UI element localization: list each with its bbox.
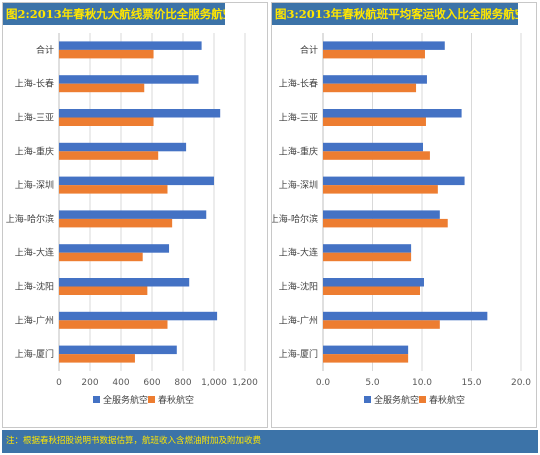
chart1-category-label: 上海-沈阳 (279, 281, 318, 293)
right-bar-chart: 0.0 5.0 10.0 15.0 20.0 合计上海-长春上海-三亚上海-重庆上海-深圳… (272, 33, 531, 406)
chart0-bar-full-service (59, 176, 214, 186)
chart0-bar-spring-airlines (59, 185, 168, 194)
chart0-bar-full-service (59, 41, 202, 50)
chart1-category-label: 上海-广州 (279, 314, 318, 326)
chart0-category-label: 上海-重庆 (15, 145, 54, 157)
chart0-bar-full-service (59, 311, 218, 321)
chart0-bar-spring-airlines (59, 49, 154, 59)
chart0-bar-spring-airlines (59, 286, 148, 295)
chart0-bar-full-service (59, 244, 170, 253)
chart1-bar-spring-airlines (323, 83, 417, 93)
chart0-x-tick-label: 800 (174, 378, 191, 388)
chart0-category-label: 上海-大连 (15, 247, 54, 259)
chart0-bar-spring-airlines (59, 117, 154, 126)
left-chart-panel: 图2:2013年春秋九大航线票价比全服务航空低34% 0 200 400 600 800… (2, 2, 268, 428)
chart0-x-tick-label: 200 (81, 378, 98, 388)
chart1-category-label: 上海-厦门 (279, 348, 318, 360)
chart0-bar-full-service (59, 142, 187, 152)
chart0-category-label: 上海-哈尔滨 (6, 213, 54, 225)
chart0-category-label: 上海-三亚 (15, 112, 54, 124)
chart0-bar-full-service (59, 345, 177, 355)
chart0-bar-spring-airlines (59, 252, 143, 262)
chart0-category-label: 上海-厦门 (15, 348, 54, 360)
left-chart-title: 图2:2013年春秋九大航线票价比全服务航空低34% (3, 3, 225, 25)
chart1-x-tick-label: 0.0 (316, 378, 331, 388)
chart0-x-tick-label: 1,200 (232, 378, 258, 388)
chart0-bar-spring-airlines (59, 354, 135, 363)
chart0-bar-full-service (59, 109, 221, 118)
chart0-category-label: 上海-深圳 (15, 179, 54, 191)
chart0-category-label: 上海-广州 (15, 314, 54, 326)
chart0-x-tick-label: 0 (56, 378, 62, 388)
chart1-bar-full-service (323, 142, 423, 152)
chart1-bar-full-service (323, 311, 488, 321)
chart0-legend-swatch (93, 396, 100, 403)
chart0-legend-label: 春秋航空 (158, 394, 194, 406)
chart0-legend-label: 全服务航空 (103, 394, 148, 406)
chart0-category-label: 上海-长春 (15, 78, 54, 90)
chart1-x-tick-label: 10.0 (412, 378, 432, 388)
chart1-category-label: 上海-哈尔滨 (272, 213, 318, 225)
chart1-bar-spring-airlines (323, 218, 448, 228)
chart1-category-label: 上海-大连 (279, 247, 318, 259)
chart1-legend-swatch (364, 396, 371, 403)
chart1-category-label: 上海-重庆 (279, 145, 318, 157)
chart0-bar-full-service (59, 75, 199, 84)
chart1-bar-full-service (323, 41, 445, 50)
chart1-bar-spring-airlines (323, 185, 438, 194)
chart0-bar-full-service (59, 210, 207, 219)
chart0-x-tick-label: 600 (143, 378, 160, 388)
chart0-x-tick-label: 1,000 (201, 378, 227, 388)
footnote: 注：根据春秋招股说明书数据估算，航班收入含燃油附加及附加收费 (2, 430, 538, 453)
chart1-category-label: 上海-长春 (279, 78, 318, 90)
chart0-legend-swatch (148, 396, 155, 403)
chart0-category-label: 合计 (36, 44, 54, 56)
chart0-x-tick-label: 400 (112, 378, 129, 388)
right-chart-title: 图3:2013年春秋航班平均客运收入比全服务航空低16% (272, 3, 518, 25)
chart1-bar-full-service (323, 176, 465, 186)
chart1-bar-spring-airlines (323, 286, 421, 295)
chart1-bar-spring-airlines (323, 49, 425, 59)
chart1-x-tick-label: 20.0 (511, 378, 531, 388)
chart1-bar-full-service (323, 75, 427, 84)
chart0-bar-full-service (59, 278, 190, 287)
left-bar-chart: 0 200 400 600 800 1,000 1,200 合计上海-长春上海-三亚上海-重庆… (6, 33, 258, 406)
chart1-bar-full-service (323, 210, 440, 219)
chart1-category-label: 上海-三亚 (279, 112, 318, 124)
chart1-bar-spring-airlines (323, 252, 412, 262)
chart1-legend-label: 春秋航空 (429, 394, 465, 406)
chart1-bar-full-service (323, 109, 462, 118)
chart1-bar-spring-airlines (323, 320, 440, 329)
chart1-bar-full-service (323, 345, 409, 355)
chart0-bar-spring-airlines (59, 83, 145, 93)
chart1-legend-swatch (419, 396, 426, 403)
right-chart-panel: 图3:2013年春秋航班平均客运收入比全服务航空低16% 0.0 5.0 10.0 1… (271, 2, 537, 428)
chart1-bar-spring-airlines (323, 117, 426, 126)
chart1-x-tick-label: 5.0 (365, 378, 380, 388)
chart1-bar-full-service (323, 244, 412, 253)
chart1-category-label: 合计 (300, 44, 318, 56)
chart1-bar-spring-airlines (323, 354, 409, 363)
chart1-legend-label: 全服务航空 (374, 394, 419, 406)
chart0-category-label: 上海-沈阳 (15, 281, 54, 293)
chart0-bar-spring-airlines (59, 320, 168, 329)
chart1-category-label: 上海-深圳 (279, 179, 318, 191)
chart1-bar-full-service (323, 278, 424, 287)
chart0-bar-spring-airlines (59, 151, 159, 160)
chart1-bar-spring-airlines (323, 151, 430, 160)
chart1-x-tick-label: 15.0 (461, 378, 481, 388)
chart0-bar-spring-airlines (59, 218, 173, 228)
